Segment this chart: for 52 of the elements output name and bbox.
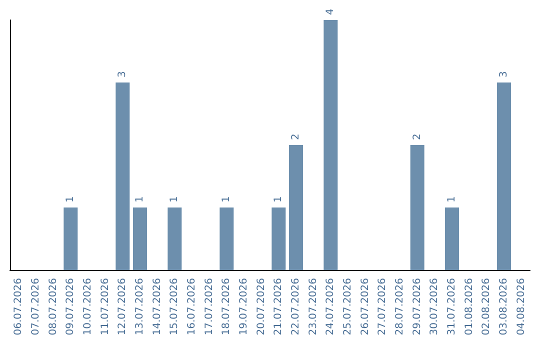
x-tick-label: 24.07.2026 <box>325 278 336 336</box>
x-tick-label: 17.07.2026 <box>204 278 215 336</box>
x-tick-label: 01.08.2026 <box>464 278 475 336</box>
x-tick-label: 25.07.2026 <box>342 278 354 336</box>
x-tick-label: 23.07.2026 <box>308 278 319 336</box>
x-tick-label: 21.07.2026 <box>273 278 284 336</box>
data-label: 1 <box>221 196 232 202</box>
x-tick-label: 15.07.2026 <box>169 278 180 336</box>
data-label: 2 <box>290 134 302 140</box>
bar <box>410 145 424 270</box>
x-tick-label: 20.07.2026 <box>256 278 267 336</box>
x-tick-label: 09.07.2026 <box>65 278 76 336</box>
data-label: 4 <box>325 8 336 15</box>
x-tick-label: 06.07.2026 <box>13 278 24 336</box>
bar <box>324 20 338 270</box>
x-tick-label: 03.08.2026 <box>498 278 510 336</box>
data-label: 1 <box>65 196 76 202</box>
data-label: 3 <box>117 71 128 78</box>
bar <box>289 145 303 270</box>
data-label: 1 <box>134 196 146 202</box>
data-label: 1 <box>446 196 458 202</box>
x-tick-label: 14.07.2026 <box>152 278 163 336</box>
data-label: 1 <box>169 196 180 202</box>
x-tick-label: 08.07.2026 <box>48 278 59 336</box>
x-tick-label: 18.07.2026 <box>221 278 232 336</box>
x-tick-label: 10.07.2026 <box>82 278 94 336</box>
x-tick-label: 19.07.2026 <box>238 278 250 336</box>
x-tick-label: 16.07.2026 <box>186 278 198 336</box>
x-tick-label: 28.07.2026 <box>394 278 406 336</box>
bar <box>220 208 234 270</box>
x-tick-label: 11.07.2026 <box>100 278 111 336</box>
data-label: 1 <box>273 196 284 202</box>
bar <box>497 82 511 270</box>
data-label: 2 <box>412 134 423 140</box>
x-tick-label: 27.07.2026 <box>377 278 388 336</box>
data-label: 3 <box>498 71 510 78</box>
bar <box>116 82 130 270</box>
x-tick-label: 13.07.2026 <box>134 278 146 336</box>
x-tick-label: 29.07.2026 <box>412 278 423 336</box>
bar <box>133 208 147 270</box>
bar <box>64 208 78 270</box>
x-tick-label: 07.07.2026 <box>30 278 42 336</box>
x-tick-label: 31.07.2026 <box>446 278 458 336</box>
bar <box>445 208 459 270</box>
x-tick-label: 30.07.2026 <box>429 278 440 336</box>
x-tick-label: 04.08.2026 <box>516 278 527 336</box>
bar <box>168 208 182 270</box>
x-tick-label: 02.08.2026 <box>481 278 492 336</box>
x-tick-label: 22.07.2026 <box>290 278 302 336</box>
bar <box>272 208 286 270</box>
x-tick-label: 12.07.2026 <box>117 278 128 336</box>
x-tick-label: 26.07.2026 <box>360 278 371 336</box>
